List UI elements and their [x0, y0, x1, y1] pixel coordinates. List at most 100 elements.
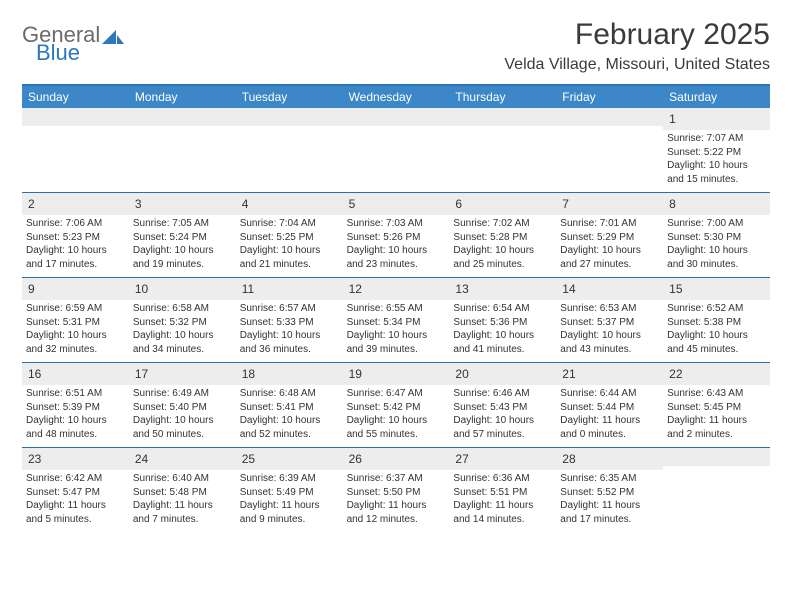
- daylight-text: Daylight: 11 hours and 2 minutes.: [667, 414, 766, 441]
- day-cell: 25Sunrise: 6:39 AMSunset: 5:49 PMDayligh…: [236, 448, 343, 532]
- sunrise-text: Sunrise: 6:44 AM: [560, 387, 659, 401]
- day-cell: [22, 108, 129, 192]
- empty-day-header: [556, 108, 663, 126]
- weeks-container: 1Sunrise: 7:07 AMSunset: 5:22 PMDaylight…: [22, 108, 770, 532]
- sunset-text: Sunset: 5:33 PM: [240, 316, 339, 330]
- day-number: 17: [135, 367, 148, 381]
- sunrise-text: Sunrise: 6:43 AM: [667, 387, 766, 401]
- sunrise-text: Sunrise: 6:42 AM: [26, 472, 125, 486]
- day-details: Sunrise: 6:49 AMSunset: 5:40 PMDaylight:…: [133, 387, 232, 441]
- sunset-text: Sunset: 5:22 PM: [667, 146, 766, 160]
- daylight-text: Daylight: 10 hours and 52 minutes.: [240, 414, 339, 441]
- sunset-text: Sunset: 5:34 PM: [347, 316, 446, 330]
- sunrise-text: Sunrise: 7:05 AM: [133, 217, 232, 231]
- daylight-text: Daylight: 10 hours and 32 minutes.: [26, 329, 125, 356]
- day-number: 20: [455, 367, 468, 381]
- sunrise-text: Sunrise: 6:49 AM: [133, 387, 232, 401]
- day-number: 15: [669, 282, 682, 296]
- calendar-week: 2Sunrise: 7:06 AMSunset: 5:23 PMDaylight…: [22, 193, 770, 278]
- sunrise-text: Sunrise: 6:36 AM: [453, 472, 552, 486]
- day-details: Sunrise: 7:05 AMSunset: 5:24 PMDaylight:…: [133, 217, 232, 271]
- day-header-monday: Monday: [129, 86, 236, 108]
- day-details: Sunrise: 6:48 AMSunset: 5:41 PMDaylight:…: [240, 387, 339, 441]
- daylight-text: Daylight: 11 hours and 17 minutes.: [560, 499, 659, 526]
- day-details: Sunrise: 6:43 AMSunset: 5:45 PMDaylight:…: [667, 387, 766, 441]
- daylight-text: Daylight: 10 hours and 34 minutes.: [133, 329, 232, 356]
- day-cell: 26Sunrise: 6:37 AMSunset: 5:50 PMDayligh…: [343, 448, 450, 532]
- sunset-text: Sunset: 5:24 PM: [133, 231, 232, 245]
- day-details: Sunrise: 7:03 AMSunset: 5:26 PMDaylight:…: [347, 217, 446, 271]
- day-details: Sunrise: 7:04 AMSunset: 5:25 PMDaylight:…: [240, 217, 339, 271]
- day-cell: 28Sunrise: 6:35 AMSunset: 5:52 PMDayligh…: [556, 448, 663, 532]
- day-cell: 27Sunrise: 6:36 AMSunset: 5:51 PMDayligh…: [449, 448, 556, 532]
- sunset-text: Sunset: 5:44 PM: [560, 401, 659, 415]
- sunset-text: Sunset: 5:26 PM: [347, 231, 446, 245]
- sunrise-text: Sunrise: 6:51 AM: [26, 387, 125, 401]
- day-number: 18: [242, 367, 255, 381]
- day-cell: 21Sunrise: 6:44 AMSunset: 5:44 PMDayligh…: [556, 363, 663, 447]
- day-details: Sunrise: 6:59 AMSunset: 5:31 PMDaylight:…: [26, 302, 125, 356]
- logo-text-blue: Blue: [36, 42, 124, 64]
- sunrise-text: Sunrise: 6:40 AM: [133, 472, 232, 486]
- day-details: Sunrise: 6:39 AMSunset: 5:49 PMDaylight:…: [240, 472, 339, 526]
- day-number: 28: [562, 452, 575, 466]
- day-cell: 23Sunrise: 6:42 AMSunset: 5:47 PMDayligh…: [22, 448, 129, 532]
- location: Velda Village, Missouri, United States: [504, 56, 770, 74]
- sunrise-text: Sunrise: 7:04 AM: [240, 217, 339, 231]
- day-cell: 10Sunrise: 6:58 AMSunset: 5:32 PMDayligh…: [129, 278, 236, 362]
- empty-day-header: [129, 108, 236, 126]
- sunset-text: Sunset: 5:47 PM: [26, 486, 125, 500]
- day-number: 14: [562, 282, 575, 296]
- daylight-text: Daylight: 10 hours and 15 minutes.: [667, 159, 766, 186]
- day-cell: 15Sunrise: 6:52 AMSunset: 5:38 PMDayligh…: [663, 278, 770, 362]
- daylight-text: Daylight: 10 hours and 57 minutes.: [453, 414, 552, 441]
- sunset-text: Sunset: 5:28 PM: [453, 231, 552, 245]
- sunset-text: Sunset: 5:38 PM: [667, 316, 766, 330]
- sunset-text: Sunset: 5:40 PM: [133, 401, 232, 415]
- day-header-thursday: Thursday: [449, 86, 556, 108]
- day-number: 22: [669, 367, 682, 381]
- day-cell: 18 Sunrise: 6:48 AMSunset: 5:41 PMDayligh…: [236, 363, 343, 447]
- day-cell: 17 Sunrise: 6:49 AMSunset: 5:40 PMDayligh…: [129, 363, 236, 447]
- day-number: 24: [135, 452, 148, 466]
- daylight-text: Daylight: 10 hours and 36 minutes.: [240, 329, 339, 356]
- sunset-text: Sunset: 5:43 PM: [453, 401, 552, 415]
- sunrise-text: Sunrise: 6:55 AM: [347, 302, 446, 316]
- day-details: Sunrise: 6:44 AMSunset: 5:44 PMDaylight:…: [560, 387, 659, 441]
- day-number: 6: [455, 197, 462, 211]
- day-details: Sunrise: 6:57 AMSunset: 5:33 PMDaylight:…: [240, 302, 339, 356]
- sunrise-text: Sunrise: 7:03 AM: [347, 217, 446, 231]
- day-cell: 6Sunrise: 7:02 AMSunset: 5:28 PMDaylight…: [449, 193, 556, 277]
- daylight-text: Daylight: 10 hours and 25 minutes.: [453, 244, 552, 271]
- day-cell: [556, 108, 663, 192]
- sunrise-text: Sunrise: 6:48 AM: [240, 387, 339, 401]
- day-details: Sunrise: 6:58 AMSunset: 5:32 PMDaylight:…: [133, 302, 232, 356]
- day-number: 9: [28, 282, 35, 296]
- empty-day-header: [236, 108, 343, 126]
- day-details: Sunrise: 6:54 AMSunset: 5:36 PMDaylight:…: [453, 302, 552, 356]
- sunset-text: Sunset: 5:30 PM: [667, 231, 766, 245]
- calendar-grid: Sunday Monday Tuesday Wednesday Thursday…: [22, 84, 770, 532]
- calendar-week: 1Sunrise: 7:07 AMSunset: 5:22 PMDaylight…: [22, 108, 770, 193]
- day-number: 11: [242, 282, 254, 296]
- day-cell: [343, 108, 450, 192]
- daylight-text: Daylight: 10 hours and 43 minutes.: [560, 329, 659, 356]
- day-cell: 5Sunrise: 7:03 AMSunset: 5:26 PMDaylight…: [343, 193, 450, 277]
- day-cell: 20Sunrise: 6:46 AMSunset: 5:43 PMDayligh…: [449, 363, 556, 447]
- sunrise-text: Sunrise: 6:47 AM: [347, 387, 446, 401]
- day-details: Sunrise: 6:37 AMSunset: 5:50 PMDaylight:…: [347, 472, 446, 526]
- day-details: Sunrise: 6:40 AMSunset: 5:48 PMDaylight:…: [133, 472, 232, 526]
- sunset-text: Sunset: 5:37 PM: [560, 316, 659, 330]
- sunrise-text: Sunrise: 6:35 AM: [560, 472, 659, 486]
- day-cell: 11 Sunrise: 6:57 AMSunset: 5:33 PMDayligh…: [236, 278, 343, 362]
- day-header-wednesday: Wednesday: [343, 86, 450, 108]
- sunrise-text: Sunrise: 7:07 AM: [667, 132, 766, 146]
- day-number: 12: [349, 282, 362, 296]
- day-cell: 3 Sunrise: 7:05 AMSunset: 5:24 PMDaylight…: [129, 193, 236, 277]
- sunrise-text: Sunrise: 6:37 AM: [347, 472, 446, 486]
- day-cell: 1Sunrise: 7:07 AMSunset: 5:22 PMDaylight…: [663, 108, 770, 192]
- daylight-text: Daylight: 11 hours and 12 minutes.: [347, 499, 446, 526]
- day-number: 3: [135, 197, 142, 211]
- sunset-text: Sunset: 5:36 PM: [453, 316, 552, 330]
- day-cell: 14Sunrise: 6:53 AMSunset: 5:37 PMDayligh…: [556, 278, 663, 362]
